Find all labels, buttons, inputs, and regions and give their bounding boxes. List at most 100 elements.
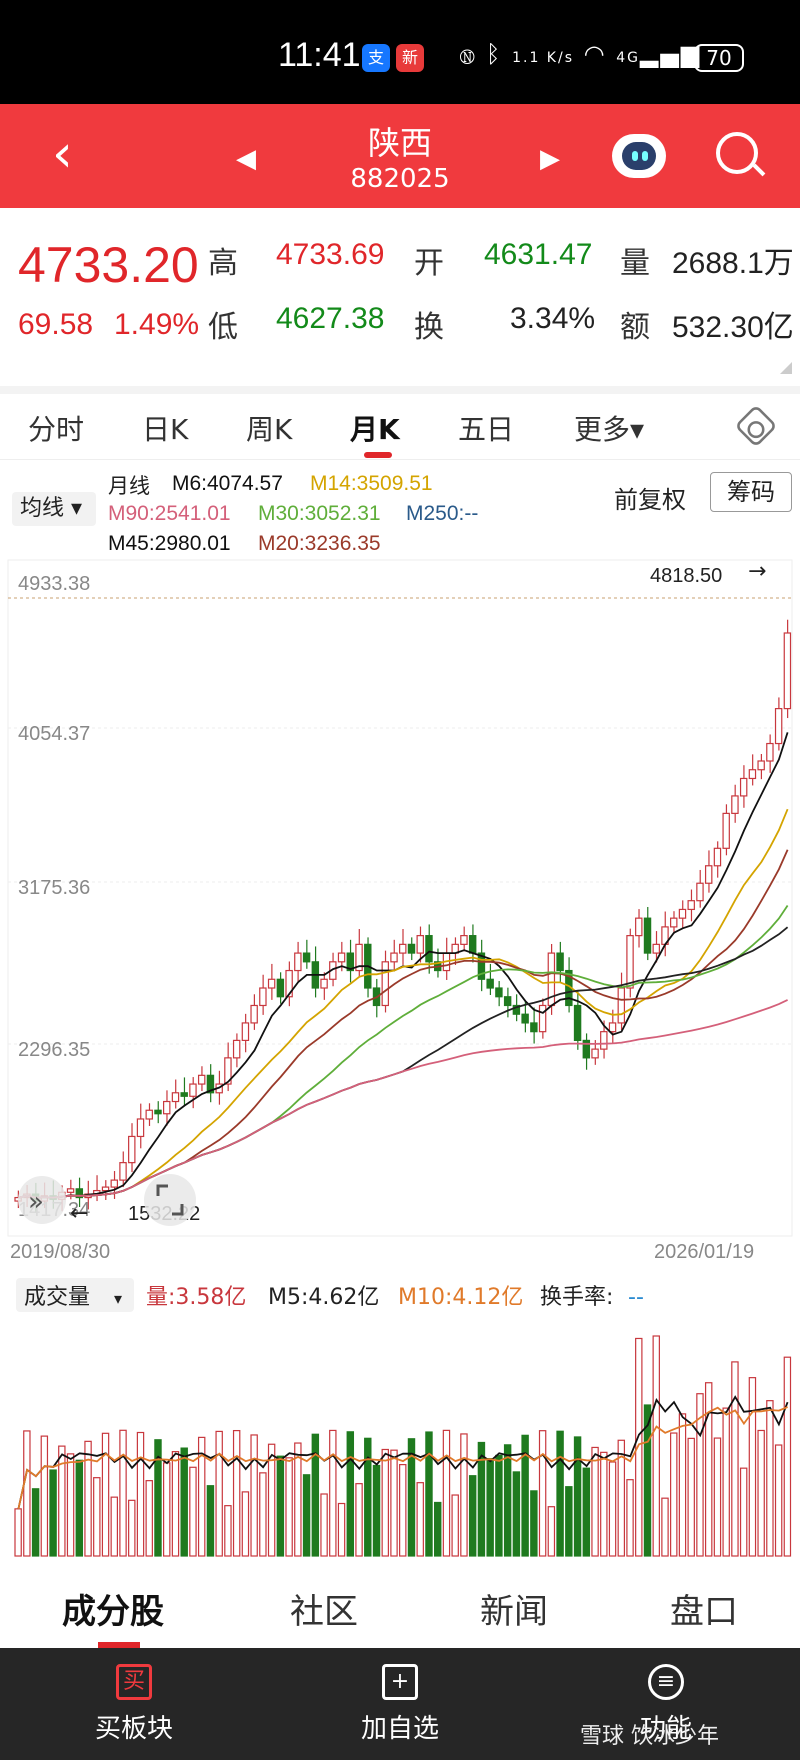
- volume-bar: [442, 1429, 451, 1557]
- volume-selector: [16, 1278, 134, 1312]
- low-label: 低: [208, 310, 238, 345]
- tab-constituents[interactable]: 成分股: [62, 1592, 164, 1632]
- volume-bar: [390, 1449, 398, 1557]
- open-value: 4631.47: [484, 238, 593, 271]
- back-icon[interactable]: ‹: [52, 124, 73, 184]
- tab-community[interactable]: 社区: [290, 1592, 358, 1632]
- volume-bar: [678, 1413, 687, 1557]
- tab-weekly-k[interactable]: 周K: [246, 413, 293, 446]
- candle-body: [643, 917, 652, 954]
- candle-body: [512, 1004, 521, 1015]
- candle-body: [748, 769, 757, 780]
- adjust-mode[interactable]: 前复权: [614, 486, 686, 514]
- next-stock-icon[interactable]: ▶: [540, 144, 560, 174]
- volume-bar: [670, 1432, 678, 1557]
- volume-bar: [337, 1502, 346, 1557]
- volume-bar: [58, 1445, 66, 1557]
- volume-bar: [617, 1439, 626, 1557]
- chip-button[interactable]: 筹码: [710, 472, 792, 512]
- price-change: 69.58: [18, 308, 94, 341]
- candle-body: [232, 1039, 241, 1059]
- volume-bar: [215, 1430, 223, 1557]
- open-label: 开: [414, 246, 444, 281]
- wifi-icon: ◠: [583, 40, 607, 68]
- high-marker: 4818.50: [650, 565, 722, 587]
- ma-lines: [18, 732, 789, 1199]
- candle-body: [381, 961, 389, 1007]
- candle-body: [136, 1118, 145, 1138]
- functions-button[interactable]: ≡ 功能: [586, 1648, 746, 1745]
- volume-bar: [626, 1479, 634, 1557]
- tab-intraday[interactable]: 分时: [28, 413, 85, 446]
- volume-bar: [154, 1439, 162, 1557]
- tab-more[interactable]: 更多▾: [574, 413, 645, 446]
- tab-daily-k[interactable]: 日K: [142, 413, 189, 446]
- volume-selector-label: 成交量: [24, 1285, 90, 1310]
- candle-body: [154, 1109, 162, 1115]
- turnover-label: 换: [414, 310, 444, 345]
- quote-panel: 4733.20 69.58 1.49% 高 4733.69 低 4627.38 …: [0, 208, 800, 386]
- candle-body: [687, 900, 695, 911]
- volume-bar: [136, 1431, 145, 1557]
- candle-body: [145, 1109, 153, 1120]
- volume-bar: [14, 1508, 22, 1557]
- candle-body: [163, 1100, 171, 1115]
- volume-bar: [582, 1467, 591, 1557]
- search-icon[interactable]: [716, 132, 758, 174]
- candle-body: [495, 987, 503, 998]
- buy-sector-button[interactable]: 买 买板块: [54, 1648, 214, 1745]
- tab-orderbook[interactable]: 盘口: [670, 1592, 738, 1632]
- volume-bar: [346, 1431, 355, 1557]
- volume-bar: [635, 1337, 643, 1557]
- volume-bar: [372, 1464, 381, 1557]
- y-tick-2: 3175.36: [18, 877, 90, 899]
- volume-bar: [687, 1437, 695, 1557]
- volume-bar: [783, 1356, 792, 1557]
- volume-bar: [486, 1458, 494, 1557]
- volume-bar: [180, 1447, 188, 1557]
- volume-bar: [320, 1493, 328, 1557]
- high-value: 4733.69: [276, 238, 385, 271]
- prev-stock-icon[interactable]: ◀: [236, 144, 256, 174]
- volume-bar: [774, 1444, 783, 1557]
- volume-bar: [556, 1430, 564, 1557]
- ma-line: [18, 732, 789, 1199]
- volume-bar: [573, 1436, 582, 1557]
- candle-body: [224, 1057, 232, 1085]
- candle-body: [477, 952, 486, 980]
- candle-body: [757, 760, 765, 771]
- divider: [0, 386, 800, 394]
- turnover-rate-label: 换手率:: [540, 1285, 613, 1310]
- clock: 11:41: [278, 36, 361, 74]
- ma-m30: M30:3052.31: [258, 502, 381, 525]
- volume-bar: [600, 1451, 608, 1557]
- volume-bar: [731, 1361, 739, 1557]
- volume-bar: [66, 1453, 75, 1557]
- volume-m5: M5:4.62亿: [268, 1285, 379, 1310]
- candle-body: [460, 935, 468, 945]
- volume-bar: [477, 1441, 486, 1557]
- volume-m5-line: [17, 1395, 789, 1510]
- expand-corner-icon[interactable]: [780, 362, 792, 374]
- ma-selector[interactable]: 均线 ▾: [12, 492, 96, 526]
- volume-bar: [302, 1474, 311, 1557]
- tab-monthly-k[interactable]: 月K: [350, 413, 400, 446]
- volume-m10-line: [17, 1406, 788, 1510]
- chart-settings-icon[interactable]: [734, 404, 778, 448]
- current-price: 4733.20: [18, 237, 199, 293]
- volume-bar: [451, 1494, 459, 1557]
- candle-body: [346, 952, 355, 972]
- kline-chart[interactable]: 4933.38 4054.37 3175.36 2296.35 1417.34 …: [0, 556, 800, 1560]
- tab-five-day[interactable]: 五日: [458, 413, 515, 446]
- candle-body: [739, 777, 748, 797]
- add-watchlist-button[interactable]: + 加自选: [320, 1648, 480, 1745]
- candle-body: [206, 1074, 215, 1094]
- candle-body: [276, 978, 285, 998]
- volume-bar: [538, 1430, 547, 1557]
- volume-bar: [285, 1457, 293, 1557]
- volume-bar: [31, 1488, 40, 1557]
- volume-bar: [189, 1466, 197, 1557]
- assistant-robot-icon[interactable]: [612, 134, 666, 178]
- volume-value: 2688.1万: [672, 247, 794, 280]
- tab-news[interactable]: 新闻: [480, 1592, 548, 1632]
